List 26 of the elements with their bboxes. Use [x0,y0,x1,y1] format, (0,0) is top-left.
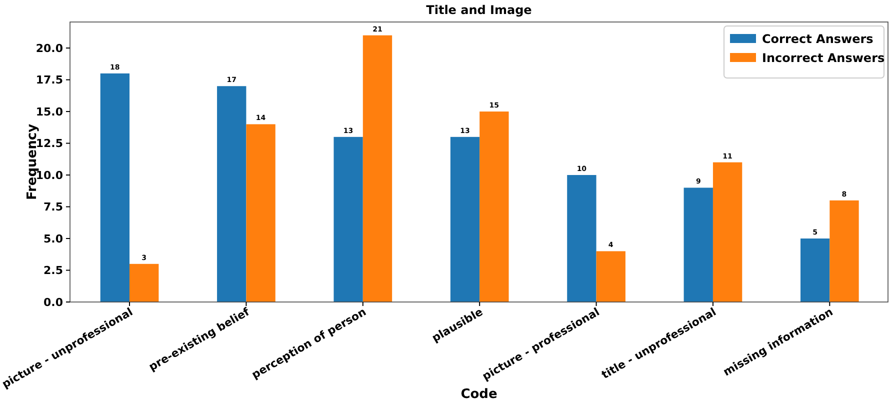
bar [596,251,626,302]
bar [334,136,363,302]
y-tick-label: 12.5 [36,137,63,150]
bar [712,162,742,302]
bar [684,188,713,302]
bar [130,264,159,302]
bar [800,238,830,302]
bar [830,200,859,302]
bar [362,35,392,302]
y-tick-label: 2.5 [44,264,63,278]
y-tick-label: 17.5 [36,74,63,87]
legend-label: Correct Answers [762,32,874,46]
bar [450,136,480,302]
bar [567,175,596,302]
bar [246,124,276,302]
chart-title: Title and Image [426,3,532,17]
y-tick-label: 15.0 [36,105,64,118]
bar [217,86,246,302]
y-tick-label: 0.0 [44,296,64,309]
legend-label: Incorrect Answers [762,51,885,66]
x-axis-title: Code [460,387,498,402]
y-tick-label: 5.0 [44,232,64,246]
y-tick-label: 7.5 [44,200,63,214]
y-tick-label: 20.0 [36,42,64,55]
bar [100,73,130,302]
bar [480,112,509,302]
